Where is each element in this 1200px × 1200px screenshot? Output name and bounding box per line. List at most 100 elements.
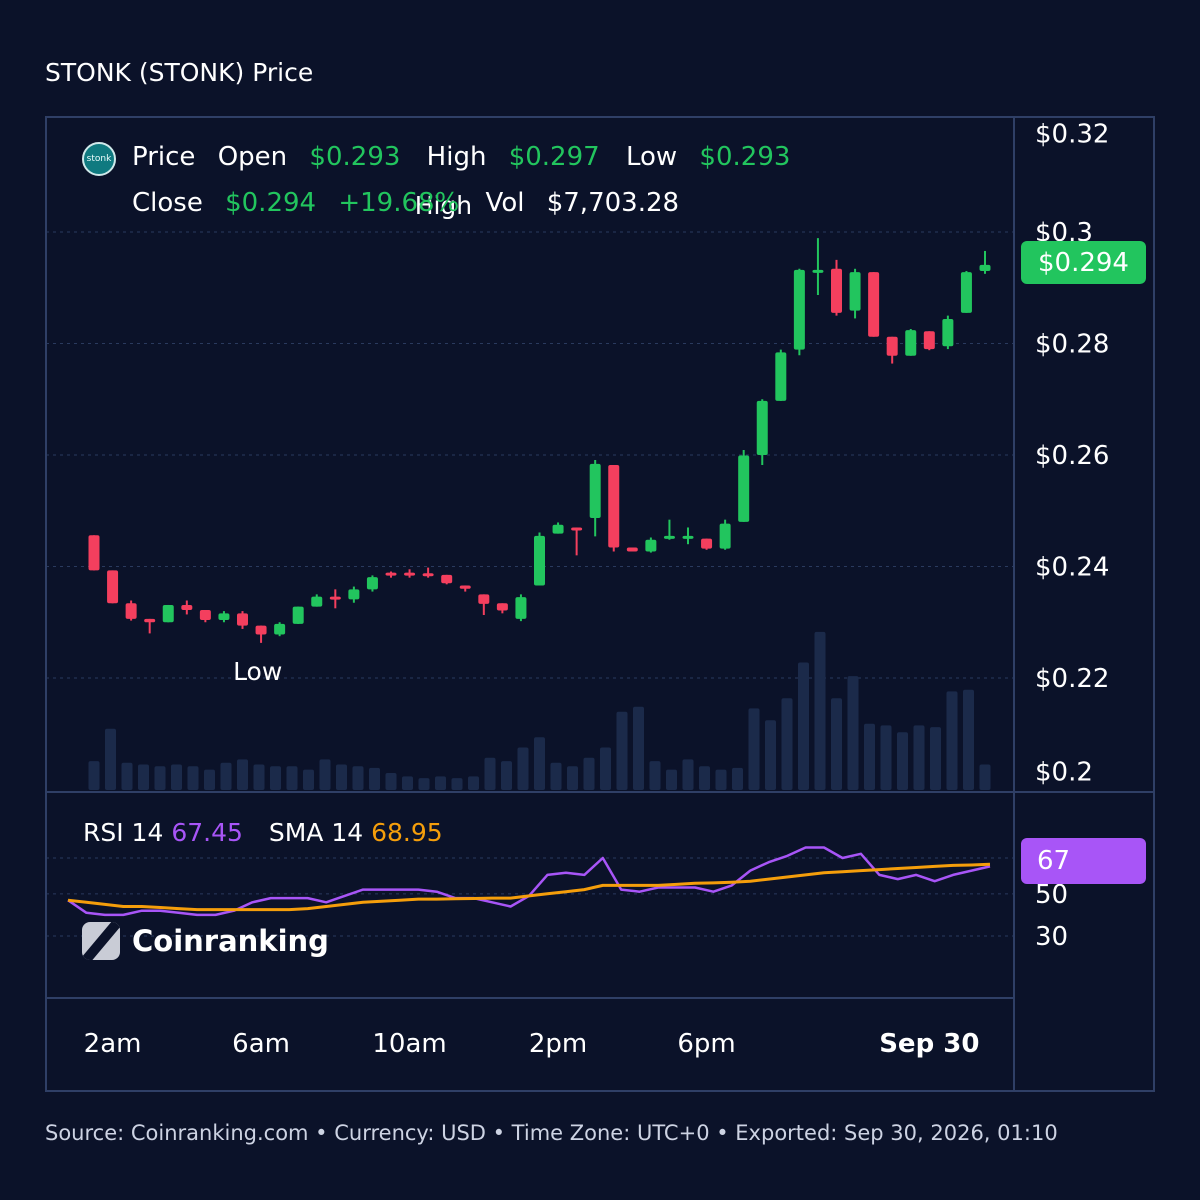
volume-bar: [748, 708, 760, 790]
x-tick-label: 2pm: [529, 1029, 587, 1059]
volume-bar: [418, 778, 430, 790]
ohlc-legend-bottom: Close $0.294 +19.68% Vol $7,703.28: [132, 188, 693, 218]
volume-bar: [270, 766, 281, 790]
volume-bar: [121, 762, 133, 790]
candle: [125, 600, 137, 621]
candle-body: [348, 589, 360, 600]
candle-body: [775, 352, 787, 401]
volume-bar: [567, 766, 578, 790]
candle-body: [237, 613, 248, 626]
candle-body: [496, 603, 508, 611]
volume-bar: [369, 767, 380, 790]
candle-body: [960, 272, 972, 313]
volume-bar: [154, 766, 166, 790]
candle: [534, 532, 545, 586]
volume-bar: [732, 767, 743, 790]
stonk-logo-icon: stonk: [82, 142, 116, 176]
sma-label: SMA 14: [268, 818, 364, 847]
volume-bar: [451, 778, 463, 790]
candle-body: [311, 596, 323, 607]
candle-body: [125, 603, 137, 619]
volume-bar: [336, 764, 347, 790]
volume-bar: [204, 769, 215, 790]
open-label: Open: [217, 142, 288, 172]
volume-bar: [715, 769, 727, 790]
volume-bar: [930, 727, 941, 790]
candle: [626, 547, 638, 552]
candle-body: [459, 585, 471, 589]
candle-body: [218, 613, 230, 621]
volume-bar: [963, 689, 974, 790]
candle: [775, 349, 787, 401]
volume-bar: [666, 769, 677, 790]
close-label: Close: [132, 188, 203, 218]
volume-bar: [798, 662, 809, 790]
vol-value: $7,703.28: [546, 188, 680, 218]
candle: [960, 271, 972, 313]
candle: [459, 585, 471, 592]
y-tick-label: $0.22: [1035, 664, 1109, 694]
volume-bar: [171, 764, 182, 790]
candle-body: [868, 272, 880, 337]
volume-bar: [319, 759, 331, 790]
current-price-badge: $0.294: [1021, 241, 1146, 284]
candle: [274, 622, 286, 637]
candle: [571, 527, 583, 556]
y-tick-label: $0.28: [1035, 330, 1109, 360]
candle-body: [255, 625, 267, 635]
candle: [255, 625, 267, 643]
ohlc-legend-top: Price Open $0.293 High $0.297 Low $0.293: [132, 142, 808, 172]
candle-body: [534, 535, 545, 586]
volume-bar: [253, 764, 265, 790]
volume-bar: [550, 762, 562, 790]
candle-body: [663, 535, 675, 539]
volume-bar: [484, 757, 496, 790]
candle: [88, 535, 100, 571]
axis-labels-layer: $0.32$0.3$0.28$0.26$0.24$0.22$0.2HighLow…: [84, 120, 1110, 1060]
volume-bar: [649, 761, 661, 790]
candle-body: [404, 572, 416, 576]
candle-body: [738, 455, 750, 522]
candle: [441, 574, 453, 585]
volume-bar: [946, 691, 958, 790]
sma-value: 68.95: [371, 818, 443, 847]
volume-bar: [633, 706, 644, 790]
volume-bar: [979, 764, 991, 790]
candle-body: [942, 318, 954, 347]
candle: [199, 609, 211, 623]
candle-body: [441, 574, 453, 584]
volume-bar: [897, 732, 908, 790]
candle: [719, 519, 731, 550]
rsi-value: 67.45: [171, 818, 243, 847]
volume-bar: [699, 766, 710, 790]
x-tick-label: 6am: [232, 1029, 290, 1059]
candle-body: [366, 577, 378, 590]
candle: [923, 331, 935, 351]
coinranking-logo-icon: [82, 922, 120, 960]
candle: [942, 315, 954, 350]
volume-bar: [88, 761, 100, 790]
rsi-tick-label: 30: [1035, 922, 1068, 952]
rsi-legend: RSI 14 67.45 SMA 14 68.95: [83, 818, 443, 847]
candle-body: [719, 523, 731, 549]
volume-bar: [105, 728, 116, 790]
candle: [905, 329, 917, 356]
volume-bar: [765, 720, 776, 790]
candle: [589, 460, 601, 537]
candle: [311, 594, 323, 607]
high-value: $0.297: [508, 142, 600, 172]
candle-body: [422, 573, 434, 577]
candle: [366, 575, 378, 592]
price-label: Price: [132, 142, 196, 172]
candle-body: [88, 535, 100, 571]
candle-body: [199, 609, 211, 621]
candle-body: [107, 570, 119, 604]
watermark-text: Coinranking: [132, 924, 329, 958]
volume-bar: [138, 764, 149, 790]
x-tick-label: Sep 30: [879, 1029, 979, 1059]
candle: [496, 603, 508, 614]
candle-body: [626, 547, 638, 552]
candle-body: [886, 336, 898, 356]
grid-layer: [46, 231, 1014, 937]
